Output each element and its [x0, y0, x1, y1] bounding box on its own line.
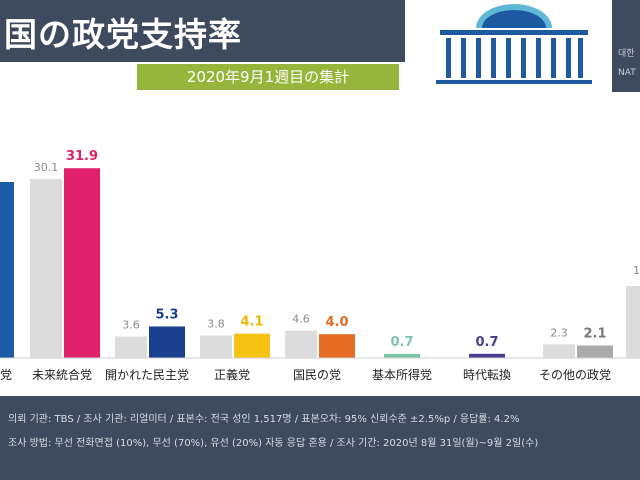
previous-bar	[30, 178, 62, 358]
category-label: 基本所得党	[372, 367, 432, 382]
previous-bar	[543, 344, 575, 358]
previous-value-label: 3.6	[122, 319, 140, 332]
category-label: 党	[0, 367, 12, 382]
current-bar	[469, 353, 505, 358]
previous-value-label: 30.1	[34, 161, 59, 174]
subtitle-text: 2020年9月1週目の集計	[186, 68, 350, 86]
national-assembly-logo	[418, 0, 610, 92]
category-label: 国民の党	[293, 367, 341, 382]
previous-value-label: 3.8	[207, 317, 225, 330]
current-value-label: 0.7	[475, 335, 498, 350]
title-band: 国の政党支持率	[0, 0, 405, 62]
footer-line-2: 조사 방법: 무선 전화면접 (10%), 무선 (70%), 유선 (20%)…	[8, 438, 539, 449]
previous-value-label: 4.6	[292, 313, 310, 326]
subtitle-badge: 2020年9月1週目の集計	[137, 64, 399, 90]
previous-bar	[115, 336, 147, 358]
previous-bar	[200, 335, 232, 358]
current-value-label: 5.3	[155, 307, 178, 322]
current-bar	[64, 168, 100, 358]
current-value-label: 4.0	[325, 315, 348, 330]
category-label: 正義党	[214, 367, 250, 382]
footer-line-1: 의뢰 기관: TBS / 조사 기관: 리얼미터 / 표본수: 전국 성인 1,…	[8, 414, 520, 425]
survey-footer: 의뢰 기관: TBS / 조사 기관: 리얼미터 / 표본수: 전국 성인 1,…	[0, 396, 640, 480]
party-support-chart: 党 30.1 31.9 未来統合党 3.6 5.3 開かれた民主党 3.8 4.1 正義党 4.6 4…	[0, 149, 640, 382]
category-label: 開かれた民主党	[105, 367, 189, 382]
header: 国の政党支持率 2020年9月1週目の集計 대한 NAT	[0, 0, 640, 92]
category-label: 未来統合党	[32, 367, 92, 382]
current-value-label: 4.1	[240, 315, 263, 330]
current-value-label: 0.7	[390, 335, 413, 350]
right-edge-text-2: NAT	[618, 68, 636, 78]
previous-value-label: 2.3	[550, 326, 568, 339]
current-value-label: 2.1	[583, 327, 606, 342]
current-bar	[384, 353, 420, 358]
current-bar	[0, 182, 14, 358]
current-bar	[319, 334, 355, 358]
current-bar	[234, 333, 270, 358]
previous-bar	[626, 286, 640, 358]
right-edge-text-1: 대한	[618, 49, 635, 59]
right-edge-value-label: 1	[633, 264, 640, 277]
category-label: 時代転換	[463, 368, 511, 382]
current-value-label: 31.9	[66, 149, 98, 164]
previous-bar	[285, 330, 317, 358]
category-label: その他の政党	[539, 367, 611, 382]
current-bar	[577, 345, 613, 358]
current-bar	[149, 326, 185, 358]
assembly-building-icon	[436, 4, 592, 84]
right-header-band: 대한 NAT	[612, 0, 640, 92]
page-title: 国の政党支持率	[4, 15, 242, 54]
